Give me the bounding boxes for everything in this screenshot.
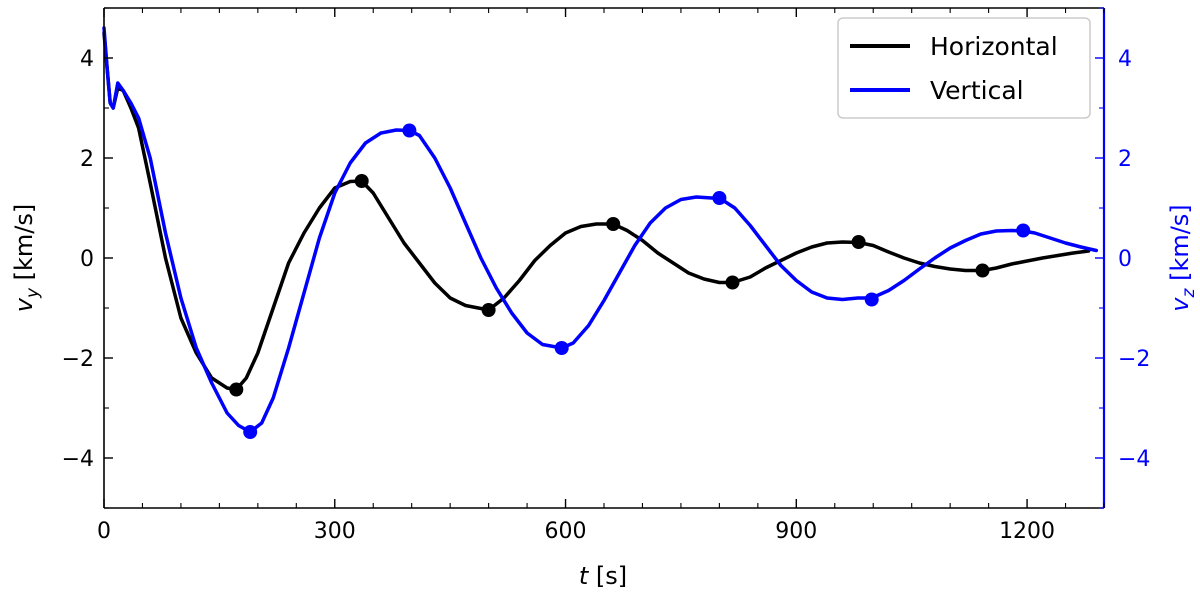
y-tick-label-right: 2 (1118, 147, 1132, 172)
y-tick-label-right: −2 (1118, 347, 1150, 372)
y-tick-label-right: 4 (1118, 47, 1132, 72)
extremum-marker-vertical-2 (554, 341, 569, 355)
y-tick-label-left: 4 (80, 47, 94, 72)
y-tick-label-left: −4 (62, 447, 94, 472)
y-tick-label-left: 0 (80, 247, 94, 272)
legend-box (837, 17, 1091, 119)
extremum-marker-horizontal-2 (481, 303, 496, 317)
legend: Horizontal Vertical (837, 17, 1091, 119)
y-tick-label-left: 2 (80, 147, 94, 172)
y-tick-label-right: −4 (1118, 447, 1150, 472)
x-tick-label: 300 (314, 519, 356, 544)
extremum-marker-horizontal-6 (975, 263, 990, 278)
extremum-marker-horizontal-1 (354, 174, 369, 188)
axes: 0 300 600 900 1200 −4 −2 0 2 4 −4 −2 0 2 4 (62, 7, 1150, 544)
extremum-marker-horizontal-0 (229, 382, 244, 397)
extremum-marker-vertical-1 (402, 123, 417, 138)
x-tick-label: 600 (545, 519, 587, 544)
x-tick-label: 0 (97, 519, 111, 544)
extremum-marker-vertical-3 (712, 191, 727, 205)
extremum-marker-horizontal-4 (725, 275, 740, 290)
y-tick-label-left: −2 (62, 347, 94, 372)
extremum-marker-vertical-0 (243, 425, 258, 439)
legend-label-vertical: Vertical (930, 76, 1024, 105)
x-axis-title: t [s] (579, 562, 627, 590)
extremum-marker-vertical-4 (864, 292, 879, 307)
extremum-marker-horizontal-5 (851, 235, 866, 249)
y-axis-title-right: vz [km/s] (1166, 204, 1199, 311)
plot-area (102, 26, 1099, 439)
x-tick-label: 900 (775, 519, 817, 544)
y-tick-label-right: 0 (1118, 247, 1132, 272)
extremum-marker-vertical-5 (1016, 223, 1031, 238)
extremum-marker-horizontal-3 (606, 217, 621, 231)
x-tick-label: 1200 (999, 519, 1055, 544)
legend-label-horizontal: Horizontal (930, 32, 1058, 61)
y-axis-title-left: vy [km/s] (10, 204, 43, 313)
